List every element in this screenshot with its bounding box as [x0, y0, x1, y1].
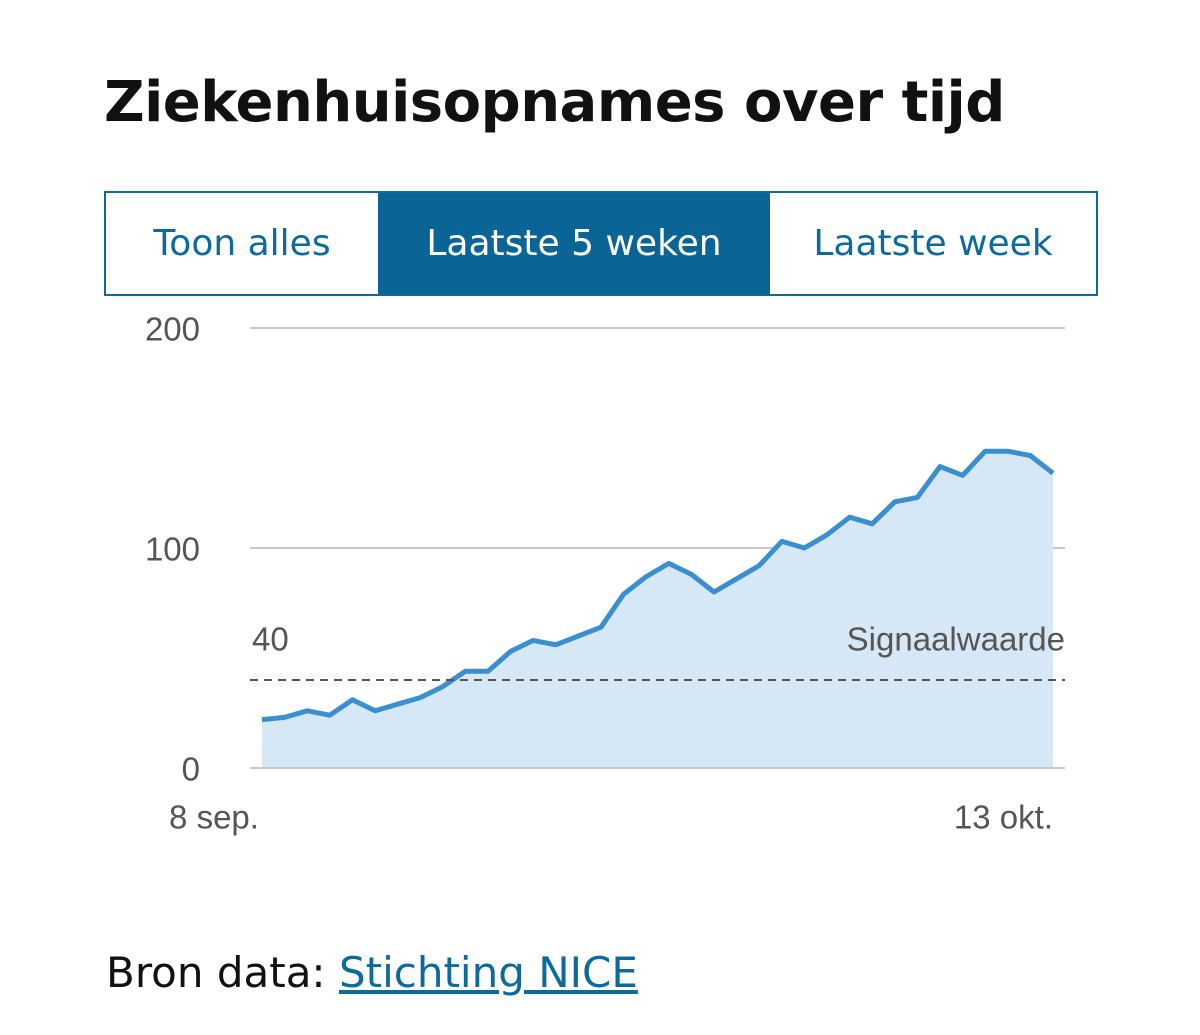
y-tick-label: 200 — [145, 311, 200, 348]
tab-bar: Toon alles Laatste 5 weken Laatste week — [104, 191, 1098, 296]
y-tick-label: 100 — [145, 531, 200, 568]
tab[interactable]: Laatste 5 weken — [378, 193, 770, 294]
tab[interactable]: Laatste week — [770, 193, 1096, 294]
source-prefix: Bron data: — [106, 948, 326, 997]
source-link[interactable]: Stichting NICE — [338, 948, 638, 997]
chart: 0 100 200 40 Signaalwaarde 8 sep. 13 okt. — [145, 311, 1065, 836]
x-tick-label: 13 okt. — [954, 799, 1053, 836]
tab[interactable]: Toon alles — [106, 193, 378, 294]
source: Bron data: Stichting NICE — [106, 948, 638, 997]
line — [261, 448, 1055, 723]
threshold-label: Signaalwaarde — [847, 621, 1065, 658]
threshold-value: 40 — [252, 621, 289, 658]
y-tick-label: 0 — [182, 751, 200, 788]
area — [262, 451, 1053, 768]
chart-title: Ziekenhuisopnames over tijd — [104, 70, 1005, 135]
x-tick-label: 8 sep. — [169, 799, 259, 836]
